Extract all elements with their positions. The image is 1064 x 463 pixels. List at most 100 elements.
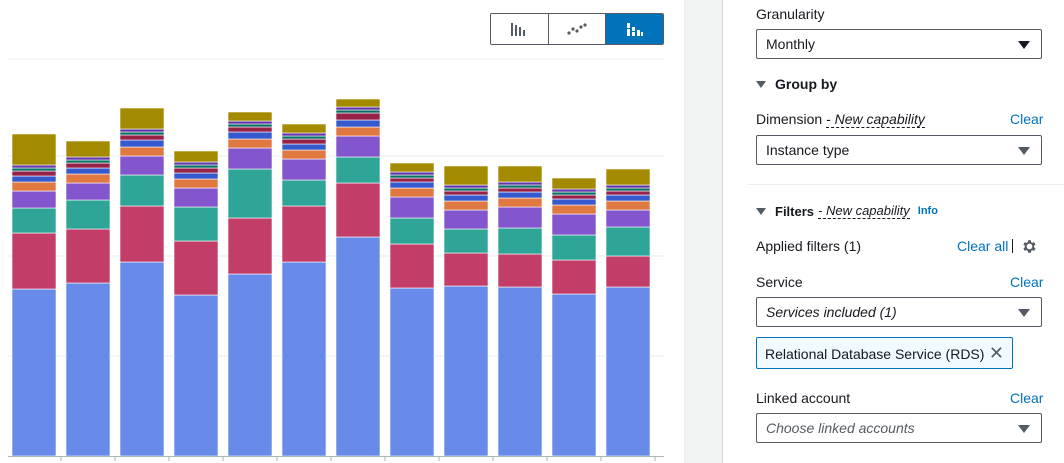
bar-segment[interactable] [281,138,327,145]
bar-segment[interactable] [227,131,273,140]
bar-segment[interactable] [335,98,381,108]
filters-toggle[interactable]: Filters - New capability Info [756,203,938,219]
bar-segment[interactable] [65,282,111,457]
bar-segment[interactable] [551,293,597,457]
bar-segment[interactable] [551,213,597,236]
bar-segment[interactable] [335,126,381,137]
bar-segment[interactable] [281,261,327,457]
bar-segment[interactable] [605,200,651,211]
bar-segment[interactable] [497,191,543,199]
bar-segment[interactable] [281,149,327,160]
bar-segment[interactable] [65,162,111,169]
bar-segment[interactable] [443,190,489,196]
bar-segment[interactable] [173,164,219,169]
bar-segment[interactable] [119,139,165,148]
bar-segment[interactable] [389,177,435,183]
bar-segment[interactable] [551,234,597,261]
bar-segment[interactable] [173,187,219,208]
bar-segment[interactable] [11,167,57,172]
bar-segment[interactable] [11,175,57,183]
bar-segment[interactable] [335,112,381,121]
bar-segment[interactable] [335,156,381,184]
bar-segment[interactable] [119,174,165,207]
bar-segment[interactable] [497,286,543,457]
bar-segment[interactable] [497,227,543,255]
bar-segment[interactable] [443,285,489,457]
bar-segment[interactable] [389,196,435,219]
granularity-select[interactable]: Monthly [756,29,1042,59]
line-chart-button[interactable] [548,14,607,44]
bar-segment[interactable] [65,140,111,158]
bar-segment[interactable] [605,187,651,192]
bar-segment[interactable] [389,287,435,457]
bar-segment[interactable] [605,255,651,288]
bar-segment[interactable] [389,181,435,189]
bar-segment[interactable] [281,143,327,151]
bar-segment[interactable] [281,123,327,134]
bar-segment[interactable] [443,200,489,211]
bar-segment[interactable] [119,134,165,141]
bar-segment[interactable] [119,261,165,457]
dimension-capability-badge[interactable]: - New capability [826,111,925,128]
bar-segment[interactable] [335,106,381,111]
bar-segment[interactable] [605,184,651,189]
bar-segment[interactable] [497,181,543,186]
bar-segment[interactable] [281,179,327,207]
bar-segment[interactable] [11,190,57,209]
bar-segment[interactable] [11,181,57,192]
dimension-clear-link[interactable]: Clear [1010,111,1044,127]
bar-segment[interactable] [11,164,57,169]
bar-segment[interactable] [11,133,57,166]
bar-segment[interactable] [227,120,273,125]
bar-segment[interactable] [119,131,165,136]
bar-segment[interactable] [119,107,165,130]
bar-segment[interactable] [173,167,219,174]
bar-segment[interactable] [11,207,57,234]
bar-segment[interactable] [443,194,489,202]
bar-segment[interactable] [443,209,489,230]
bar-segment[interactable] [551,191,597,196]
dimension-select[interactable]: Instance type [756,135,1042,165]
bar-segment[interactable] [605,209,651,228]
service-clear-link[interactable]: Clear [1010,274,1044,290]
bar-segment[interactable] [551,204,597,215]
bar-segment[interactable] [227,147,273,170]
bar-segment[interactable] [11,232,57,290]
filters-capability-badge[interactable]: - New capability [818,203,910,219]
bar-segment[interactable] [335,119,381,128]
gear-icon[interactable] [1021,238,1038,255]
bar-segment[interactable] [65,173,111,184]
bar-segment[interactable] [389,217,435,245]
bar-segment[interactable] [173,206,219,242]
bar-segment[interactable] [605,190,651,196]
bar-segment[interactable] [173,161,219,166]
bar-segment[interactable] [335,236,381,457]
bar-segment[interactable] [227,111,273,122]
bar-segment[interactable] [443,228,489,254]
bar-segment[interactable] [65,159,111,164]
close-icon[interactable]: ✕ [988,343,1004,364]
bar-segment[interactable] [173,150,219,163]
bar-segment[interactable] [227,217,273,275]
bar-segment[interactable] [497,187,543,193]
bar-segment[interactable] [173,172,219,180]
bar-segment[interactable] [335,135,381,158]
bar-segment[interactable] [389,243,435,289]
group-by-toggle[interactable]: Group by [756,76,837,92]
bar-segment[interactable] [443,165,489,186]
bar-segment[interactable] [551,188,597,193]
service-select[interactable]: Services included (1) [756,297,1042,327]
bar-segment[interactable] [281,135,327,140]
bar-segment[interactable] [551,198,597,206]
bar-segment[interactable] [65,228,111,284]
bar-segment[interactable] [119,146,165,157]
stacked-bar-chart-button[interactable] [606,14,663,44]
bar-segment[interactable] [173,178,219,189]
linked-account-select[interactable]: Choose linked accounts [756,413,1042,443]
bar-segment[interactable] [335,182,381,238]
bar-segment[interactable] [605,286,651,457]
bar-segment[interactable] [497,197,543,208]
bar-segment[interactable] [389,174,435,179]
bar-segment[interactable] [65,156,111,161]
bar-segment[interactable] [65,167,111,175]
